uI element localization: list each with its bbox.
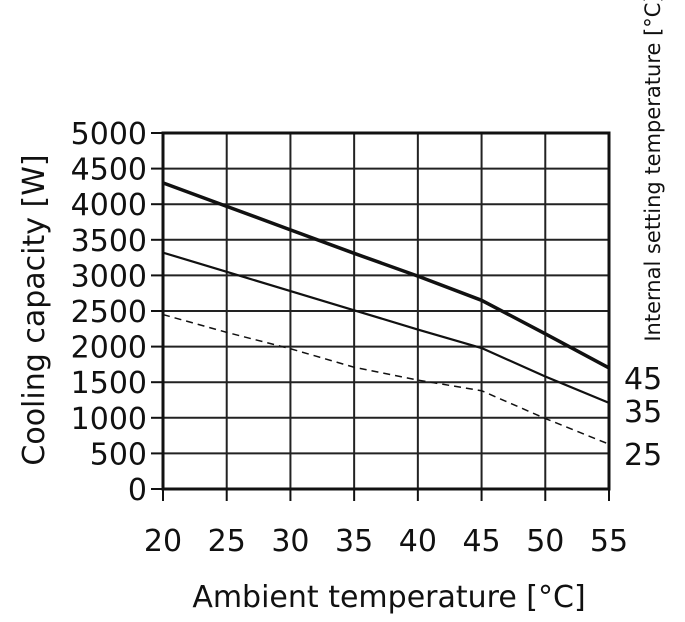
- grid: [162, 132, 610, 490]
- x-tick-label: 20: [144, 524, 182, 559]
- y-tick-label: 1000: [71, 402, 147, 437]
- y-tick-label: 3500: [71, 224, 147, 259]
- x-axis-title: Ambient temperature [°C]: [192, 580, 585, 615]
- series-layer: [162, 181, 610, 445]
- y-tick-label: 2500: [71, 295, 147, 330]
- x-axis: 20 25 30 35 40 45 50 55: [144, 489, 628, 559]
- series-label-25: 25: [624, 438, 662, 473]
- y-tick-label: 5000: [71, 117, 147, 152]
- series-line-35: [162, 251, 610, 404]
- y-tick-label: 500: [90, 437, 147, 472]
- x-tick-label: 45: [462, 524, 500, 559]
- series-label-35: 35: [624, 395, 662, 430]
- y-axis-title: Cooling capacity [W]: [17, 154, 52, 465]
- x-tick-label: 25: [208, 524, 246, 559]
- legend-title: Internal setting temperature [°C]: [641, 0, 665, 342]
- x-tick-label: 35: [335, 524, 373, 559]
- y-tick-label: 2000: [71, 331, 147, 366]
- x-tick-label: 40: [399, 524, 437, 559]
- y-tick-label: 0: [128, 473, 147, 508]
- x-tick-label: 55: [590, 524, 628, 559]
- y-tick-label: 4000: [71, 188, 147, 223]
- series-line-45: [162, 181, 610, 370]
- series-label-45: 45: [624, 362, 662, 397]
- y-tick-label: 3000: [71, 259, 147, 294]
- x-tick-label: 30: [271, 524, 309, 559]
- y-tick-label: 4500: [71, 153, 147, 188]
- x-tick-label: 50: [526, 524, 564, 559]
- y-tick-label: 1500: [71, 366, 147, 401]
- series-line-25: [162, 313, 610, 445]
